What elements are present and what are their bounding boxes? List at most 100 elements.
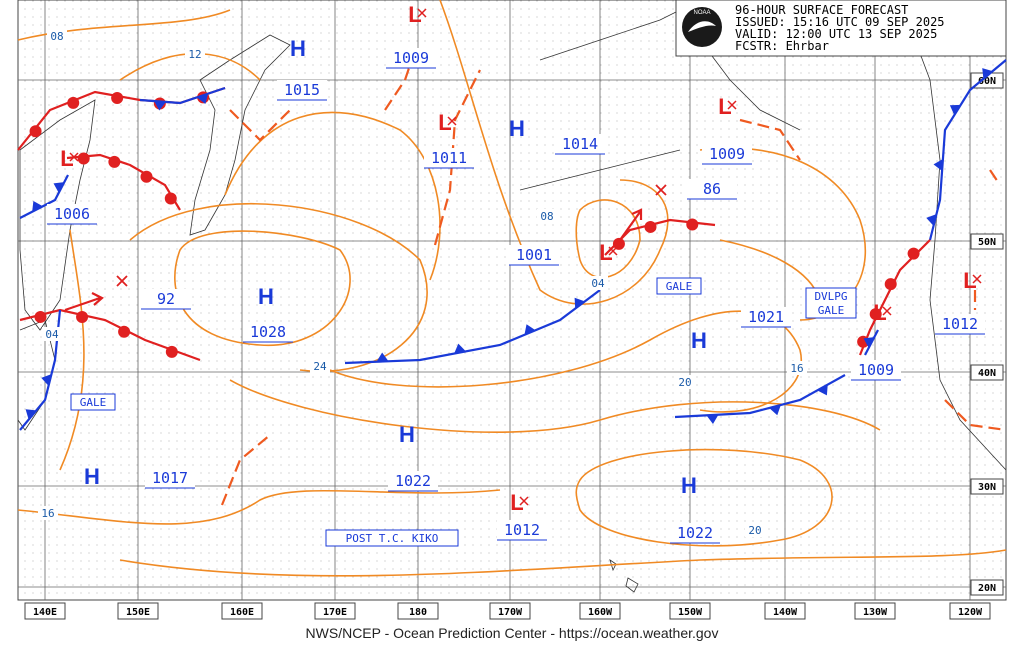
pressure-label-box xyxy=(277,80,327,100)
isobar-label: 16 xyxy=(790,362,803,375)
warm-pip xyxy=(612,237,625,250)
header-line: 96-HOUR SURFACE FORECAST xyxy=(735,3,908,17)
cold-pip xyxy=(32,200,43,212)
pressure-label-box xyxy=(935,314,985,334)
note-frame xyxy=(805,287,857,319)
labels: H H H H H H H L L L L L L L L 1009 1015 1011 1014 1009 86 100… xyxy=(38,2,985,547)
low-x xyxy=(417,8,427,18)
lat-label: 30N xyxy=(978,482,996,493)
note-box xyxy=(806,288,856,304)
header-line: ISSUED: 15:16 UTC 09 SEP 2025 xyxy=(735,15,945,29)
lon-label: 160E xyxy=(230,607,254,618)
cold-pip xyxy=(949,104,961,116)
low-center: L xyxy=(599,240,612,265)
trough-front xyxy=(229,109,291,142)
cold-pip xyxy=(41,374,52,386)
note-box xyxy=(325,529,459,547)
high-center: H xyxy=(681,473,697,498)
lon-label: 130W xyxy=(863,607,888,618)
warm-pip xyxy=(111,91,124,104)
pressure-label-box xyxy=(687,179,737,199)
trough-front xyxy=(989,169,1001,186)
warm-pip xyxy=(77,152,90,165)
high-center: H xyxy=(258,284,274,309)
cold-pip xyxy=(454,343,466,354)
warm-pip xyxy=(907,247,920,260)
isobar-label-box xyxy=(787,361,807,375)
lon-label-box xyxy=(397,602,439,620)
cold-pip xyxy=(53,182,65,193)
high-center: H xyxy=(509,116,525,141)
isobar-label: 20 xyxy=(748,524,761,537)
cold-pip xyxy=(863,337,875,348)
trough-front xyxy=(739,118,801,161)
pressure-label: 1028 xyxy=(250,323,286,341)
isobar-label: 20 xyxy=(678,376,691,389)
cold-pip xyxy=(706,414,719,424)
isobar-label: 04 xyxy=(45,328,59,341)
lon-label-box xyxy=(669,602,711,620)
warm-pip xyxy=(686,218,699,231)
header-line: FCSTR: Ehrbar xyxy=(735,39,829,53)
note: DVLPG xyxy=(814,290,847,303)
pressure-label: 1021 xyxy=(748,308,784,326)
lon-label: 150W xyxy=(678,607,703,618)
cold-pip xyxy=(933,159,943,171)
trough-front xyxy=(944,399,1007,432)
cold-pip xyxy=(196,93,209,105)
pressure-label-box xyxy=(243,322,293,342)
warm-pip xyxy=(140,170,153,183)
note: GALE xyxy=(80,396,107,409)
pressure-label: 1014 xyxy=(562,135,598,153)
pressure-label-box xyxy=(388,471,438,491)
pressure-label-box xyxy=(424,148,474,168)
lat-label: 60N xyxy=(978,76,996,87)
pressure-label: 92 xyxy=(157,290,175,308)
lat-label-box xyxy=(970,478,1004,495)
footer: NWS/NCEP - Ocean Prediction Center - htt… xyxy=(306,625,719,641)
warm-pip xyxy=(884,278,897,291)
pressure-label: 1015 xyxy=(284,81,320,99)
warm-pip xyxy=(67,96,80,109)
pressure-label: 1022 xyxy=(395,472,431,490)
low-x xyxy=(882,306,892,316)
isobar-label-box xyxy=(38,506,58,520)
low-center: L xyxy=(963,268,976,293)
warm-front xyxy=(19,308,201,362)
lon-label-box xyxy=(221,602,263,620)
low-center: L xyxy=(718,94,731,119)
warm-pip xyxy=(165,345,178,358)
warm-pip xyxy=(118,325,131,338)
low-center: L xyxy=(873,300,886,325)
lon-label-box xyxy=(854,602,896,620)
low-x xyxy=(447,116,457,126)
pressure-label: 1001 xyxy=(516,246,552,264)
lon-label: 140W xyxy=(773,607,798,618)
low-x xyxy=(608,246,618,256)
cold-pip xyxy=(376,352,389,362)
pressure-label: 1009 xyxy=(393,49,429,67)
lon-label: 140E xyxy=(33,607,57,618)
lon-label-box xyxy=(314,602,356,620)
note: POST T.C. KIKO xyxy=(346,532,439,545)
isobar-label-box xyxy=(588,276,608,290)
warm-pip xyxy=(76,310,89,323)
lon-label-box xyxy=(764,602,806,620)
graticule: 140E 150E 160E 170E 180 170W 160W 150W 140W 130W 1… xyxy=(18,0,1006,620)
noaa-logo xyxy=(682,7,722,47)
lon-label: 160W xyxy=(588,607,613,618)
pressure-label: 1011 xyxy=(431,149,467,167)
lat-label-box xyxy=(970,579,1004,596)
cold-pip xyxy=(982,68,993,79)
isobar-label-box xyxy=(185,47,205,61)
warm-pip xyxy=(869,308,882,321)
lat-label-box xyxy=(970,364,1004,381)
cold-pip xyxy=(817,384,828,396)
pressure-label: 1009 xyxy=(709,145,745,163)
lon-label: 180 xyxy=(409,607,427,618)
isobar-label: 08 xyxy=(540,210,553,223)
lat-label: 20N xyxy=(978,583,996,594)
low-center: L xyxy=(60,146,73,171)
pressure-label-box xyxy=(670,523,720,543)
